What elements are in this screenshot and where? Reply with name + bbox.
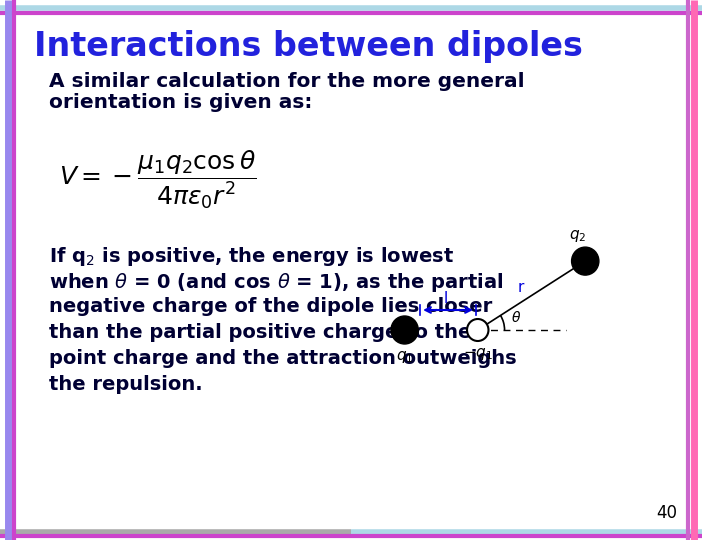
Text: A similar calculation for the more general: A similar calculation for the more gener… xyxy=(49,72,524,91)
Text: $V = -\dfrac{\mu_1 q_2 \cos\theta}{4\pi\varepsilon_0 r^2}$: $V = -\dfrac{\mu_1 q_2 \cos\theta}{4\pi\… xyxy=(58,149,256,211)
Circle shape xyxy=(391,316,418,344)
Circle shape xyxy=(467,319,488,341)
Text: point charge and the attraction outweighs: point charge and the attraction outweigh… xyxy=(49,349,516,368)
Text: than the partial positive charge to the: than the partial positive charge to the xyxy=(49,323,471,342)
Text: $\theta$: $\theta$ xyxy=(511,310,521,325)
Text: l: l xyxy=(444,291,448,306)
Text: the repulsion.: the repulsion. xyxy=(49,375,202,394)
Text: Interactions between dipoles: Interactions between dipoles xyxy=(34,30,583,63)
Text: $q_1$: $q_1$ xyxy=(396,349,413,365)
Circle shape xyxy=(572,247,599,275)
Text: $-q_1$: $-q_1$ xyxy=(463,346,492,362)
Text: when $\theta$ = 0 (and cos $\theta$ = 1), as the partial: when $\theta$ = 0 (and cos $\theta$ = 1)… xyxy=(49,271,503,294)
Text: 40: 40 xyxy=(657,504,678,522)
Text: negative charge of the dipole lies closer: negative charge of the dipole lies close… xyxy=(49,297,492,316)
Text: orientation is given as:: orientation is given as: xyxy=(49,93,312,112)
Text: r: r xyxy=(518,280,524,295)
Text: If q$_2$ is positive, the energy is lowest: If q$_2$ is positive, the energy is lowe… xyxy=(49,245,454,268)
Text: $q_2$: $q_2$ xyxy=(569,228,586,244)
